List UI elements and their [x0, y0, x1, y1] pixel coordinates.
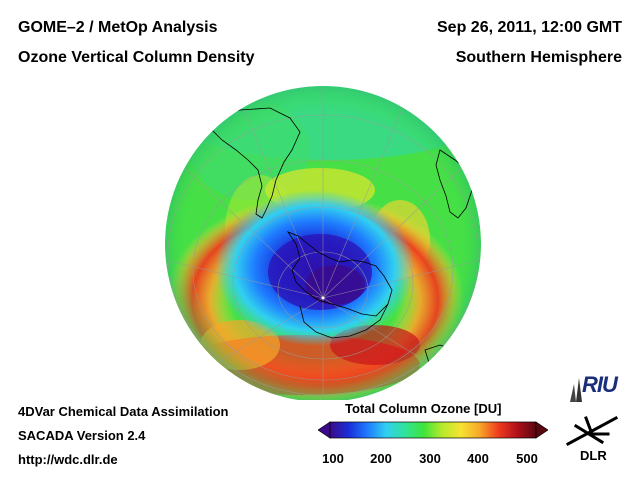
- colorbar-title: Total Column Ozone [DU]: [345, 401, 502, 416]
- dlr-logo-text: DLR: [580, 448, 607, 463]
- colorbar-tick-100: 100: [322, 451, 344, 466]
- colorbar: [318, 421, 548, 439]
- colorbar-tick-300: 300: [419, 451, 441, 466]
- dlr-logo-icon: [565, 415, 619, 447]
- riu-logo-text: RIU: [582, 372, 618, 397]
- title-left: GOME–2 / MetOp Analysis: [18, 19, 218, 36]
- riu-logo-icon: [570, 378, 582, 402]
- colorbar-tick-200: 200: [370, 451, 392, 466]
- date-right: Sep 26, 2011, 12:00 GMT: [437, 19, 622, 36]
- footer-link[interactable]: http://wdc.dlr.de: [18, 452, 118, 467]
- colorbar-high-arrow: [535, 421, 548, 439]
- ozone-globe-map: [165, 86, 481, 400]
- footer-line-2: SACADA Version 2.4: [18, 428, 146, 443]
- south-pole-marker: [321, 296, 325, 300]
- footer-line-1: 4DVar Chemical Data Assimilation: [18, 404, 229, 419]
- colorbar-tick-400: 400: [467, 451, 489, 466]
- subtitle-left: Ozone Vertical Column Density: [18, 49, 255, 66]
- colorbar-gradient: [329, 421, 537, 439]
- region-right: Southern Hemisphere: [455, 49, 622, 66]
- colorbar-low-arrow: [318, 421, 331, 439]
- colorbar-tick-500: 500: [516, 451, 538, 466]
- graticule: [165, 86, 481, 400]
